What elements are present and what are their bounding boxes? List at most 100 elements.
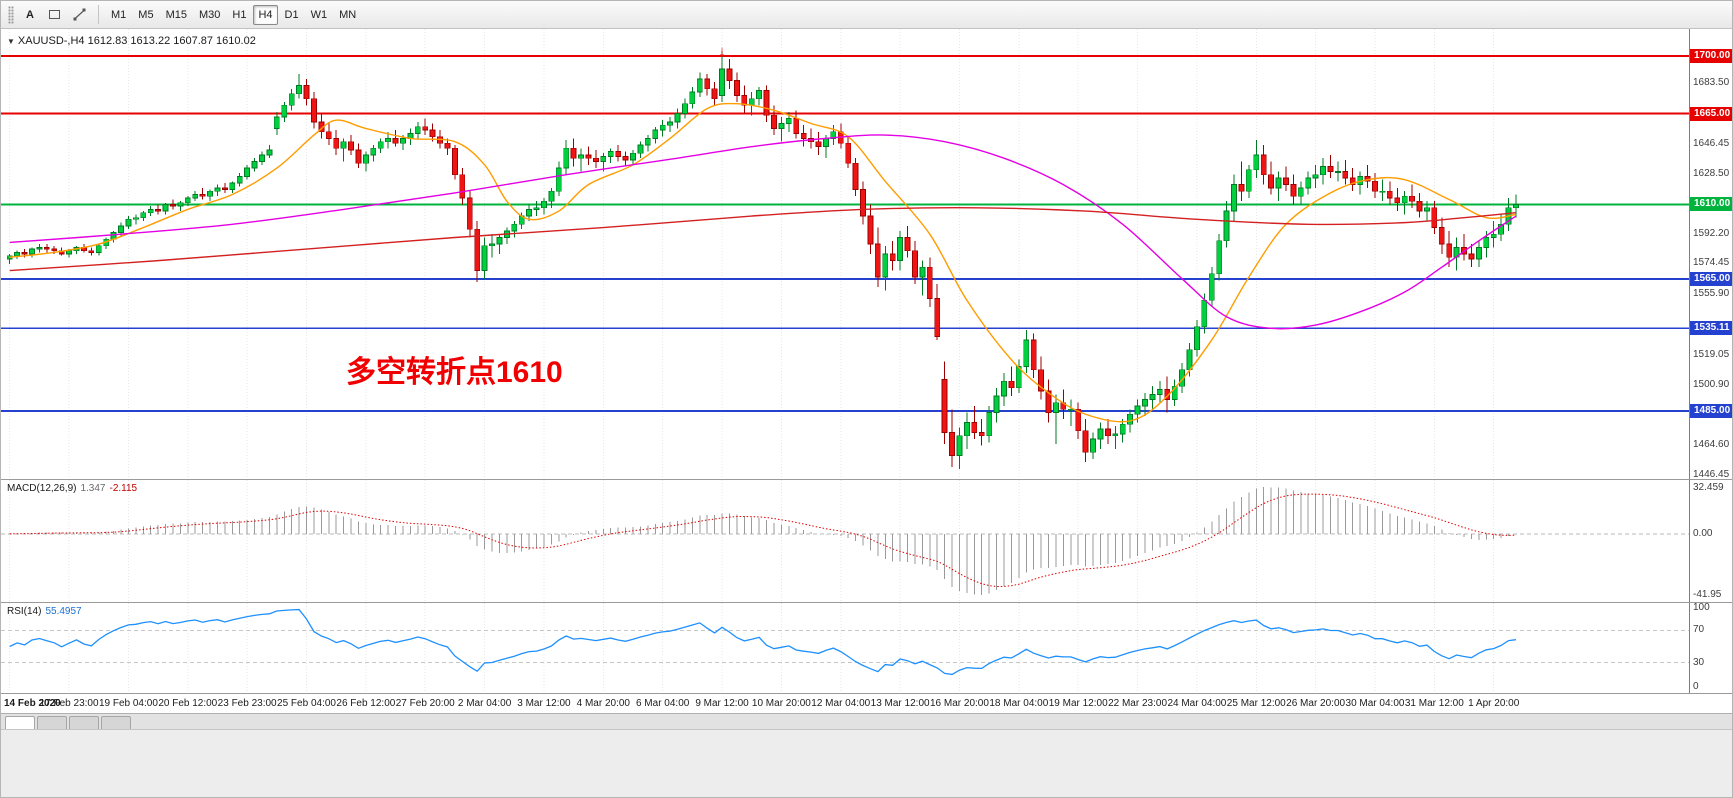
- timeframe-button-mn[interactable]: MN: [339, 8, 357, 21]
- candle-body: [21, 251, 28, 255]
- candle-body: [400, 137, 406, 144]
- candle-body: [644, 137, 651, 146]
- chart-tab[interactable]: [5, 716, 35, 729]
- candle-body: [266, 149, 273, 156]
- candle-body: [1038, 369, 1044, 392]
- timeframe-button-h1[interactable]: H1: [232, 8, 247, 21]
- candle-body: [281, 104, 288, 118]
- rsi-axis-label: 70: [1693, 624, 1705, 636]
- macd-plot[interactable]: MACD(12,26,9) 1.347 -2.115: [1, 480, 1689, 602]
- candle-body: [1216, 240, 1223, 275]
- candle-body: [1090, 438, 1096, 453]
- candle-body: [1409, 195, 1415, 202]
- timeframe-button-d1[interactable]: D1: [284, 8, 299, 21]
- candle-body: [481, 245, 488, 271]
- timeframe-button-m30[interactable]: M30: [198, 8, 221, 21]
- rsi-plot[interactable]: RSI(14) 55.4957: [1, 603, 1689, 693]
- candle-body: [1424, 207, 1430, 212]
- candle-body: [29, 248, 35, 255]
- candle-body: [1327, 166, 1334, 172]
- candle-body: [1475, 247, 1482, 260]
- rsi-axis-label: 100: [1693, 602, 1710, 613]
- candle-body: [140, 212, 147, 219]
- timeframe-button-m15[interactable]: M15: [165, 8, 187, 21]
- timeframe-button-h4[interactable]: H4: [253, 4, 278, 25]
- candle-body: [377, 141, 384, 149]
- price-axis[interactable]: 1683.50 1646.45 1628.50 1592.20 1574.45 1555.…: [1689, 29, 1732, 480]
- date-label: 23 Feb 23:00: [217, 698, 277, 709]
- candle-body: [867, 215, 874, 245]
- candle-body: [1490, 233, 1497, 238]
- candle-body: [147, 209, 154, 214]
- candle-body: [696, 78, 703, 93]
- candle-body: [630, 152, 636, 161]
- candle-body: [132, 217, 139, 220]
- candle-body: [1104, 428, 1111, 437]
- symbol-dropdown-icon[interactable]: ▼: [7, 37, 15, 46]
- toolbar-grip[interactable]: [8, 5, 14, 24]
- chart-annotation-text[interactable]: 多空转折点1610: [346, 356, 563, 389]
- timeframe-toolbar: M1 M5 M15 M30 H1 H4 D1 W1 MN: [105, 4, 362, 25]
- sell-arrow-marker[interactable]: ↓: [718, 43, 726, 60]
- candle-body: [934, 298, 941, 338]
- candle-body: [1075, 408, 1082, 432]
- macd-axis[interactable]: 32.459 0.00 -41.95: [1689, 480, 1732, 602]
- candle-body: [43, 247, 50, 250]
- candle-body: [221, 187, 228, 190]
- candle-body: [14, 251, 21, 257]
- chart-tab-strip: [1, 713, 1732, 729]
- candle-body: [526, 209, 533, 217]
- chart-tab[interactable]: [101, 716, 131, 729]
- candle-body: [889, 253, 896, 262]
- candle-body: [1312, 174, 1319, 179]
- timeframe-button-m1[interactable]: M1: [111, 8, 127, 21]
- ma-slow-red-line: [9, 206, 1517, 272]
- candle-body: [1023, 339, 1030, 367]
- rsi-axis[interactable]: 100 70 30 0: [1689, 602, 1732, 693]
- price-panel: ↓ ▼ XAUUSD-,H4 1612.83 1613.22 1607.87 16…: [1, 29, 1732, 480]
- date-label: 26 Mar 20:00: [1286, 698, 1346, 709]
- candle-body: [570, 147, 577, 159]
- price-axis-label: 1519.05: [1693, 348, 1730, 360]
- date-label: 22 Mar 23:00: [1108, 698, 1168, 709]
- date-label: 3 Mar 12:00: [517, 698, 571, 709]
- price-plot[interactable]: ↓ ▼ XAUUSD-,H4 1612.83 1613.22 1607.87 16…: [1, 29, 1689, 479]
- candle-body: [652, 129, 659, 139]
- candle-body: [251, 161, 258, 169]
- candle-body: [36, 247, 43, 250]
- timeframe-button-w1[interactable]: W1: [310, 8, 328, 21]
- candle-body: [95, 245, 102, 253]
- candle-body: [199, 194, 206, 197]
- chart-tab[interactable]: [37, 716, 67, 729]
- price-tag-1485.00: 1485.00: [1690, 403, 1732, 418]
- rsi-line: [9, 608, 1517, 676]
- date-label: 10 Mar 20:00: [751, 698, 811, 709]
- candle-body: [340, 141, 347, 149]
- symbol-ohlc-header: ▼ XAUUSD-,H4 1612.83 1613.22 1607.87 1610…: [7, 35, 256, 47]
- candle-body: [733, 80, 740, 96]
- candle-body: [1001, 380, 1007, 397]
- date-label: 18 Mar 04:00: [989, 698, 1049, 709]
- time-axis[interactable]: 14 Feb 2020 17 Feb 23:00 19 Feb 04:00 20 Fe…: [1, 693, 1732, 713]
- candle-body: [1194, 326, 1200, 351]
- rectangle-icon: [49, 10, 60, 19]
- text-tool-button[interactable]: A: [26, 8, 34, 21]
- candle-body: [1260, 154, 1267, 176]
- chart-tab[interactable]: [69, 716, 99, 729]
- price-axis-label: 1555.90: [1693, 287, 1730, 299]
- trendline-tool-button[interactable]: [68, 5, 91, 25]
- candle-body: [1431, 207, 1438, 228]
- candle-body: [1238, 184, 1245, 192]
- candle-body: [971, 422, 978, 433]
- candle-body: [926, 266, 933, 300]
- date-label: 27 Feb 20:00: [395, 698, 455, 709]
- candle-body: [1483, 237, 1490, 248]
- candle-body: [800, 133, 807, 139]
- shapes-tool-button[interactable]: [43, 5, 66, 25]
- candle-body: [1186, 349, 1193, 371]
- timeframe-button-m5[interactable]: M5: [138, 8, 154, 21]
- price-axis-label: 1500.90: [1693, 378, 1730, 390]
- candle-body: [563, 147, 570, 169]
- rsi-canvas: [1, 603, 1689, 693]
